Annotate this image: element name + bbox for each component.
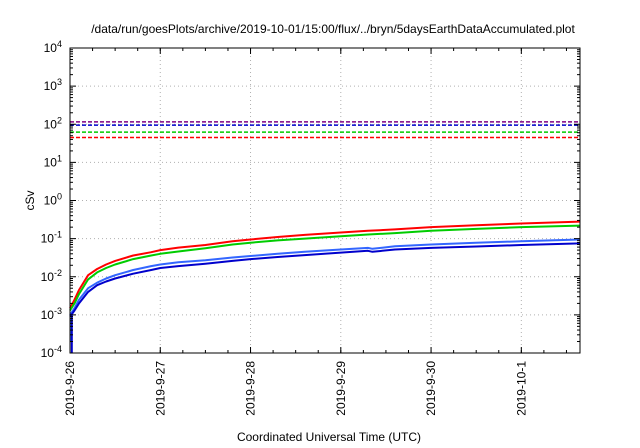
y-tick-label: 10-4	[41, 344, 62, 360]
series-line	[69, 220, 581, 309]
x-axis-label: Coordinated Universal Time (UTC)	[237, 430, 421, 444]
y-axis: 10-4 10-3 10-2 10-1 100 101 102 103 104	[41, 39, 580, 360]
chart-title: /data/run/goesPlots/archive/2019-10-01/1…	[91, 22, 575, 36]
x-tick-label: 2019-9-30	[424, 361, 438, 416]
x-tick-label: 2019-9-28	[244, 361, 258, 416]
series-line	[69, 238, 581, 316]
x-tick-label: 2019-9-27	[153, 361, 167, 416]
y-tick-label: 10-1	[41, 230, 62, 246]
y-tick-label: 101	[44, 153, 62, 169]
y-tick-label: 104	[44, 39, 62, 55]
y-tick-label: 10-3	[41, 306, 62, 322]
y-tick-label: 103	[44, 77, 62, 93]
x-axis: 2019-9-26 2019-9-27 2019-9-28 2019-9-29 2019…	[63, 48, 567, 416]
series-lines	[69, 220, 581, 353]
x-tick-label: 2019-9-26	[63, 361, 77, 416]
x-tick-label: 2019-9-29	[334, 361, 348, 416]
y-tick-label: 102	[44, 115, 62, 131]
y-tick-label: 10-2	[41, 268, 62, 284]
y-axis-label: cSv	[23, 190, 37, 210]
y-tick-label: 100	[44, 192, 62, 208]
series-line	[69, 224, 581, 312]
reference-lines	[70, 121, 580, 139]
x-tick-label: 2019-10-1	[514, 361, 528, 416]
series-line	[69, 242, 581, 318]
grid	[70, 48, 580, 353]
